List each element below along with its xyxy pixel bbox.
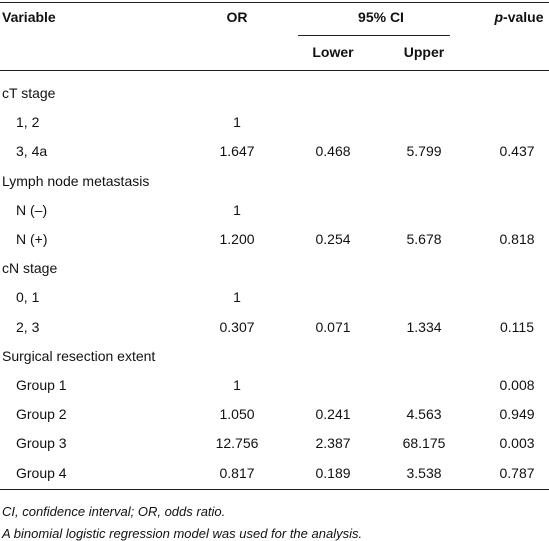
bottom-rule xyxy=(0,489,549,490)
cell-or: 1.200 xyxy=(219,231,255,247)
row-label: 2, 3 xyxy=(16,318,40,335)
cell-upper: 5.799 xyxy=(406,143,442,160)
cell-or: 0.307 xyxy=(219,318,255,335)
header-lower: Lower xyxy=(312,44,354,60)
section-label: Surgical resection extent xyxy=(2,347,156,364)
cell-lower: 0.241 xyxy=(315,406,351,423)
cell-p: 0.949 xyxy=(499,406,535,423)
row-label: N (–) xyxy=(16,201,48,218)
cell-p: 0.115 xyxy=(500,318,534,335)
cell-or: 1 xyxy=(233,289,241,306)
row-label: Group 1 xyxy=(16,377,67,393)
header-ci: 95% CI xyxy=(358,9,404,25)
cell-or: 1 xyxy=(233,201,241,218)
cell-p: 0.437 xyxy=(499,143,535,160)
row-label: Group 4 xyxy=(16,464,67,481)
cell-upper: 3.538 xyxy=(406,464,442,481)
cell-upper: 5.678 xyxy=(406,231,442,247)
header-variable: Variable xyxy=(2,9,56,25)
cell-p: 0.003 xyxy=(499,435,535,452)
cell-upper: 4.563 xyxy=(406,406,442,423)
header-upper: Upper xyxy=(403,44,445,60)
row-label: N (+) xyxy=(16,231,48,247)
footnote: CI, confidence interval; OR, odds ratio. xyxy=(2,504,226,519)
cell-p: 0.787 xyxy=(499,464,535,481)
cell-upper: 68.175 xyxy=(402,435,446,452)
row-label: Group 2 xyxy=(16,406,67,423)
cell-lower: 0.468 xyxy=(315,143,351,160)
header-pvalue: p-value xyxy=(494,8,543,26)
footnote: A binomial logistic regression model was… xyxy=(2,526,363,541)
cell-p: 0.008 xyxy=(499,377,535,393)
section-label: cN stage xyxy=(2,260,58,277)
p-italic: p xyxy=(494,9,504,25)
top-rule xyxy=(0,2,549,3)
cell-or: 0.817 xyxy=(219,464,255,481)
cell-lower: 0.189 xyxy=(315,464,351,481)
cell-or: 1 xyxy=(233,377,241,393)
cell-or: 12.756 xyxy=(215,435,259,452)
cell-lower: 0.071 xyxy=(315,318,351,335)
header-rule xyxy=(0,70,549,71)
header-or: OR xyxy=(226,9,248,25)
row-label: 0, 1 xyxy=(16,289,40,306)
cell-or: 1 xyxy=(233,114,241,131)
ci-rule xyxy=(298,35,450,36)
cell-lower: 0.254 xyxy=(315,231,351,247)
section-label: Lymph node metastasis xyxy=(2,172,150,189)
p-rest: -value xyxy=(503,9,544,25)
cell-p: 0.818 xyxy=(499,231,535,247)
row-label: Group 3 xyxy=(16,435,67,452)
row-label: 1, 2 xyxy=(16,114,40,131)
cell-or: 1.647 xyxy=(219,143,255,160)
cell-upper: 1.334 xyxy=(406,318,442,335)
cell-or: 1.050 xyxy=(219,406,255,423)
section-label: cT stage xyxy=(2,85,56,101)
row-label: 3, 4a xyxy=(16,143,48,160)
cell-lower: 2.387 xyxy=(315,435,351,452)
